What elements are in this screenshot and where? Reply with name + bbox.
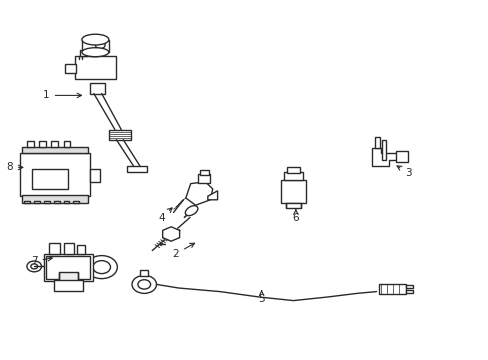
Text: 3: 3 xyxy=(396,166,411,178)
Polygon shape xyxy=(185,182,212,205)
Bar xyxy=(374,137,380,148)
Bar xyxy=(24,201,30,203)
Bar xyxy=(395,151,407,162)
Bar xyxy=(51,141,58,147)
Bar xyxy=(65,64,76,73)
Bar xyxy=(286,167,299,173)
Bar xyxy=(63,201,69,203)
Ellipse shape xyxy=(82,48,108,57)
Text: 4: 4 xyxy=(158,208,172,223)
Bar xyxy=(22,147,88,153)
Ellipse shape xyxy=(82,34,108,45)
Bar xyxy=(34,201,40,203)
Bar xyxy=(281,180,305,203)
Bar xyxy=(80,50,87,56)
Circle shape xyxy=(31,264,38,269)
Bar xyxy=(75,56,116,79)
Circle shape xyxy=(132,275,156,293)
Bar xyxy=(378,284,405,294)
Bar xyxy=(32,169,68,189)
Bar xyxy=(39,141,46,147)
Bar xyxy=(89,50,97,56)
Bar xyxy=(59,272,78,281)
Bar xyxy=(108,130,130,140)
Bar xyxy=(63,141,70,147)
Bar xyxy=(77,245,85,254)
Bar xyxy=(27,141,34,147)
Polygon shape xyxy=(163,227,179,241)
Bar xyxy=(198,174,210,183)
Text: 7: 7 xyxy=(31,256,52,266)
Circle shape xyxy=(86,256,117,279)
Bar xyxy=(22,195,88,203)
Circle shape xyxy=(398,154,406,159)
Ellipse shape xyxy=(185,206,198,216)
Bar xyxy=(73,201,79,203)
Bar xyxy=(54,201,60,203)
Bar xyxy=(54,280,83,291)
Bar xyxy=(44,254,93,281)
Text: 1: 1 xyxy=(43,90,81,100)
Text: 8: 8 xyxy=(6,162,23,172)
Polygon shape xyxy=(46,256,90,279)
Bar xyxy=(405,285,412,288)
Bar xyxy=(49,243,60,254)
Circle shape xyxy=(93,261,110,274)
Bar xyxy=(405,290,412,293)
Bar xyxy=(63,243,74,254)
Bar xyxy=(200,170,209,175)
Text: 2: 2 xyxy=(172,243,194,259)
Circle shape xyxy=(138,280,150,289)
Bar xyxy=(90,83,105,94)
Circle shape xyxy=(27,261,41,272)
Circle shape xyxy=(95,41,105,49)
Text: 6: 6 xyxy=(292,210,299,223)
Bar xyxy=(285,203,300,208)
Bar xyxy=(283,172,303,180)
Polygon shape xyxy=(371,148,398,166)
Polygon shape xyxy=(207,191,217,200)
Bar xyxy=(140,270,148,276)
Bar xyxy=(127,166,146,172)
Bar xyxy=(90,169,100,182)
Bar xyxy=(382,140,385,160)
Text: 5: 5 xyxy=(258,291,264,304)
Bar xyxy=(20,153,90,196)
Bar xyxy=(44,201,50,203)
